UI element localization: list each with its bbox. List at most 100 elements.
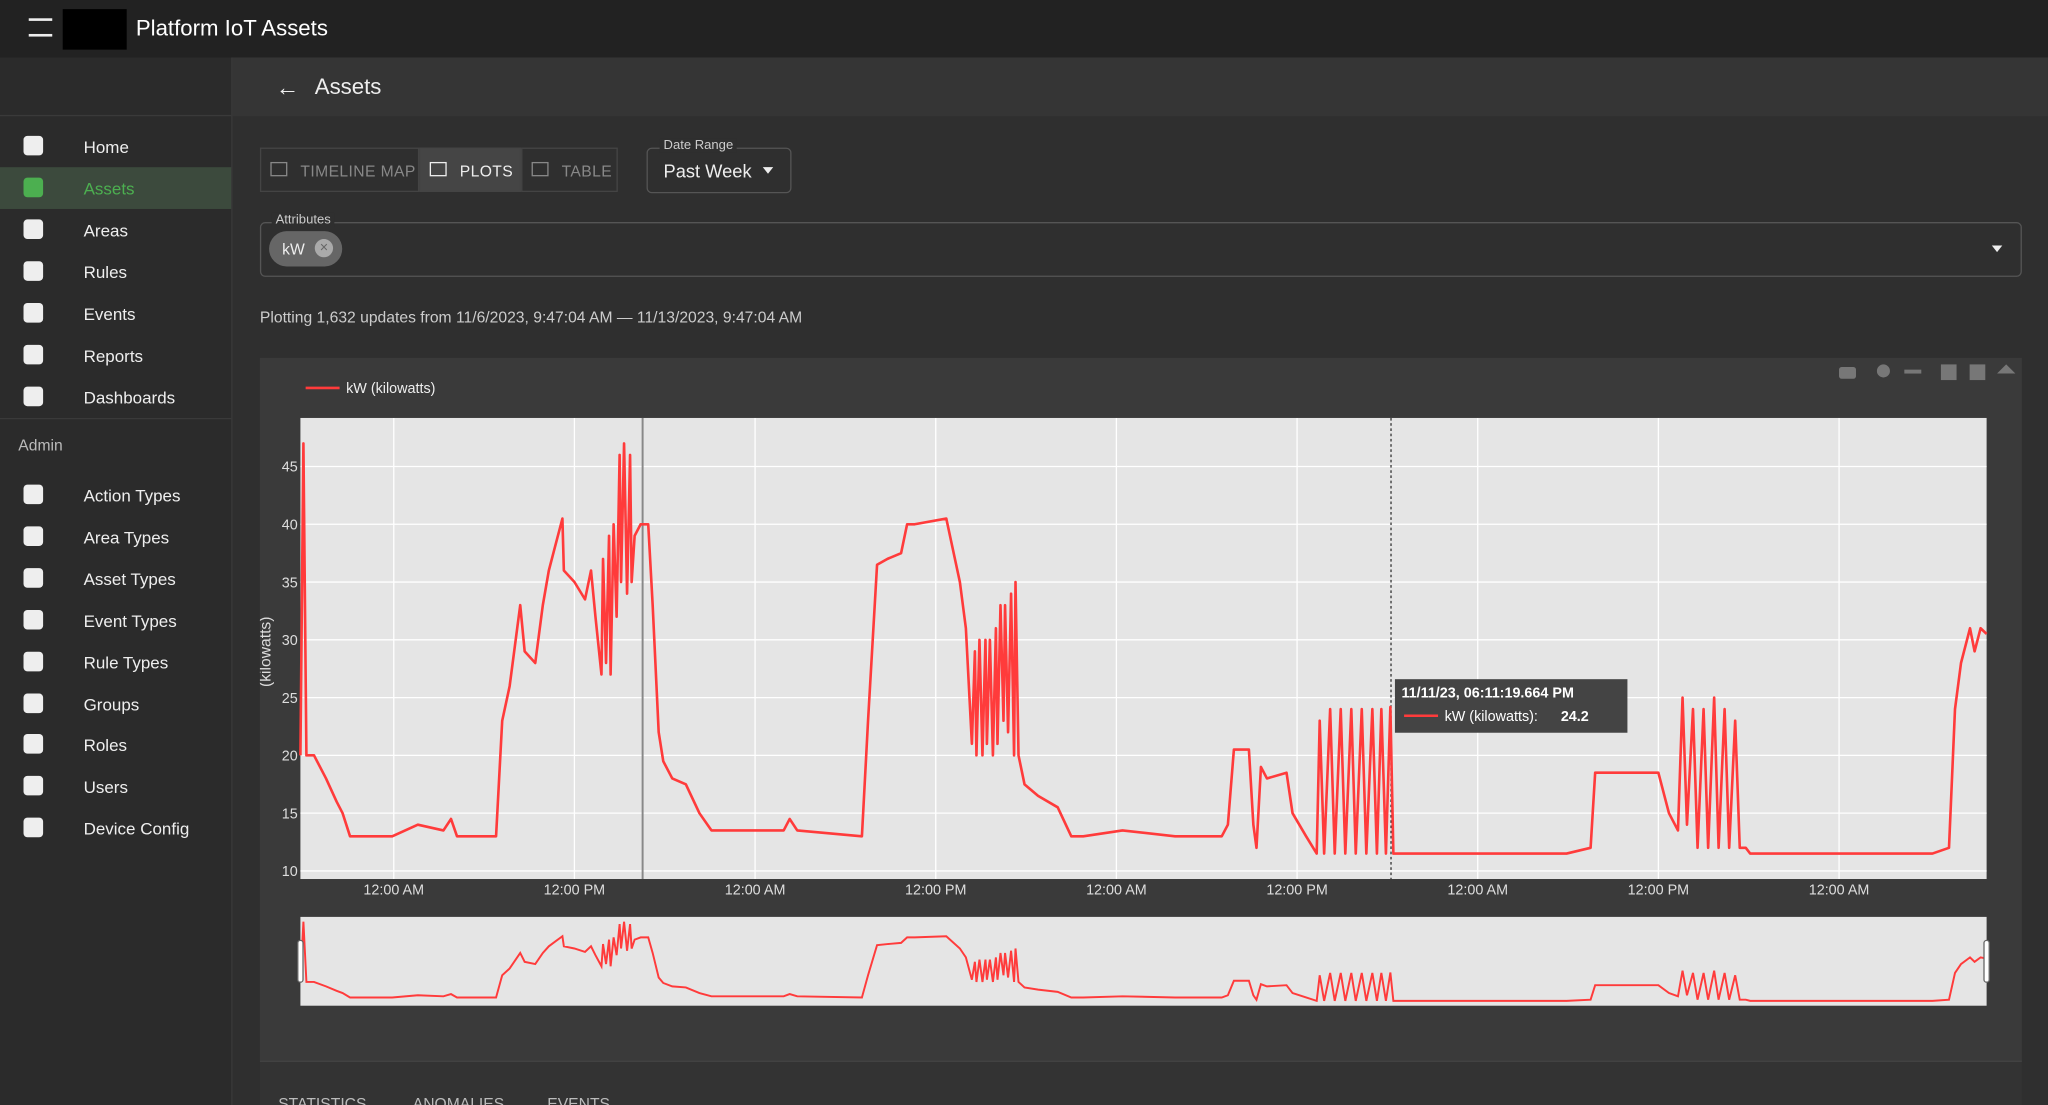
app-title: Platform IoT Assets [135,15,328,41]
nav-label: Dashboards [83,387,176,408]
nav-icon [23,344,44,365]
nav-label: Events [83,304,136,324]
view-tab[interactable] [419,147,522,192]
x-tick-label: 12:00 PM [905,883,966,899]
x-tick-label: 12:00 AM [725,883,786,899]
nav-icon [23,219,44,240]
nav-label: Rule Types [83,652,169,673]
nav-label: Reports [83,346,144,366]
nav-icon [23,609,44,630]
nav-icon [23,177,44,198]
field-label: Attributes [271,212,335,228]
divider [0,417,232,420]
tab-icon [429,161,447,177]
nav-label: Asset Types [83,569,176,589]
x-tick-label: 12:00 PM [1266,883,1327,899]
bottom-tab[interactable]: STATISTICS [278,1094,367,1105]
nav-icon [23,303,44,323]
x-tick-label: 12:00 AM [1086,883,1147,899]
view-tab[interactable] [521,147,618,192]
tooltip-value: 24.2 [1561,709,1589,725]
view-tab[interactable] [259,147,420,192]
nav-icon [23,484,44,505]
y-tick-label: 45 [282,460,298,476]
x-tick-label: 12:00 AM [363,883,424,899]
zoom-icon[interactable] [1876,364,1890,378]
tooltip [1394,679,1628,733]
y-axis-label: (kilowatts) [260,617,274,687]
range-slider[interactable] [300,916,1987,1006]
nav-label: Device Config [83,819,190,839]
menu-button[interactable] [28,18,53,37]
slider-handle[interactable] [1983,939,1990,983]
tab-label: TIMELINE MAP [300,161,416,181]
nav-icon [23,135,44,156]
nav-label: Home [83,137,129,157]
x-tick-label: 12:00 AM [1809,883,1870,899]
date-range-value: Past Week [663,160,752,182]
tab-label: TABLE [561,161,613,181]
nav-label: Groups [83,694,140,714]
y-tick-label: 20 [282,749,298,765]
dropdown-arrow [762,167,774,179]
nav-label: Roles [83,735,128,756]
app-bar [0,0,2048,58]
pan-icon[interactable] [1904,369,1922,374]
tab-label: PLOTS [459,161,514,181]
chip-delete[interactable]: × [314,239,334,258]
page-header [232,57,2048,117]
nav-icon [23,567,44,588]
nav-label: Action Types [83,485,181,506]
attributes-select[interactable] [259,222,2022,277]
legend-label: kW (kilowatts) [346,381,435,397]
modebar [1839,364,2016,381]
summary: Plotting 1,632 updates from 11/6/2023, 9… [259,308,803,327]
nav-label: Area Types [83,527,170,548]
nav-icon [23,261,44,281]
y-tick-label: 40 [282,517,298,533]
bottom-tabs [259,1060,2022,1105]
chip-label: kW [282,240,305,259]
range-slider-line [299,921,1987,1003]
nav-icon [23,776,44,796]
nav-label: Users [83,777,128,798]
nav-icon [23,386,44,407]
back-button[interactable]: ← [275,74,300,101]
nav-label: Event Types [83,610,177,631]
page-title: Assets [314,74,382,100]
nav-icon [23,734,44,755]
logo [62,9,127,50]
x-tick-label: 12:00 AM [1447,883,1508,899]
divider [0,114,232,117]
y-tick-label: 15 [282,806,298,822]
bottom-tab[interactable]: ANOMALIES [412,1094,505,1105]
nav-icon [23,692,44,713]
zoom-in-icon[interactable] [1940,364,1957,381]
section-label: Admin [18,436,63,455]
nav-label: Assets [83,178,135,199]
tooltip-label: kW (kilowatts): [1445,709,1538,725]
y-tick-label: 10 [282,864,298,880]
y-tick-label: 30 [282,633,298,649]
bottom-tab[interactable]: EVENTS [547,1094,610,1105]
field-label: Date Range [659,138,738,153]
y-tick-label: 35 [282,575,298,591]
zoom-out-icon[interactable] [1969,364,1986,381]
chart: (kilowatts) 10 15 20 25 30 35 40 45 12:00 AM 12:0… [260,364,2016,1006]
y-tick-label: 25 [282,691,298,707]
plot-area [300,417,1987,880]
camera-icon[interactable] [1839,367,1856,379]
slider-handle[interactable] [297,939,304,983]
tab-icon [531,161,549,177]
tab-icon [270,161,288,177]
x-tick-label: 12:00 PM [1628,883,1689,899]
dropdown-arrow [1991,245,2003,258]
nav-icon [23,526,44,546]
data-line [299,442,1988,855]
nav-icon [23,817,44,838]
nav-label: Areas [83,220,128,241]
x-tick-label: 12:00 PM [544,883,605,899]
nav-label: Rules [83,262,128,283]
reset-icon[interactable] [1997,364,2016,374]
